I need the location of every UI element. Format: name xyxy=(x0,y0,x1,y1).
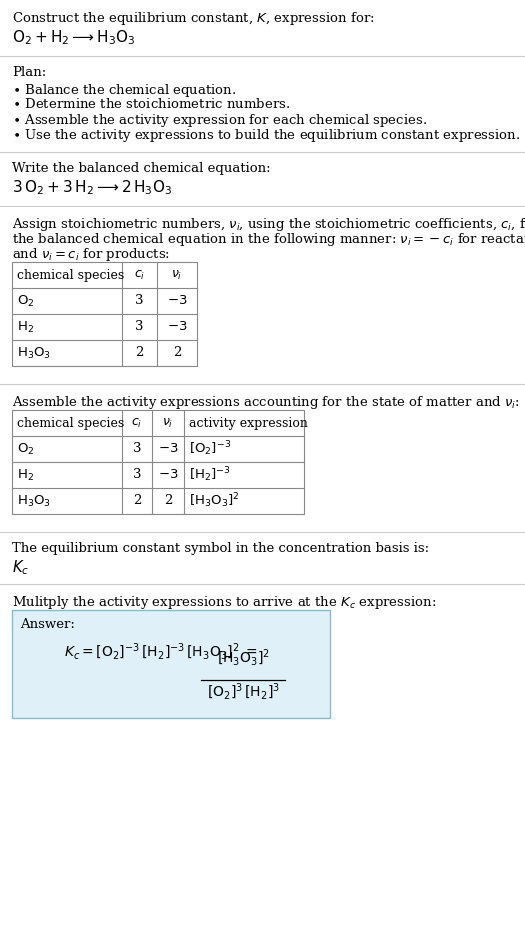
Text: activity expression: activity expression xyxy=(189,416,308,430)
Text: $K_c$: $K_c$ xyxy=(12,558,29,577)
Text: Answer:: Answer: xyxy=(20,618,75,631)
Text: $-3$: $-3$ xyxy=(158,443,179,456)
Text: $\mathrm{O_2}$: $\mathrm{O_2}$ xyxy=(17,294,35,309)
Text: $\mathrm{O_2}$: $\mathrm{O_2}$ xyxy=(17,442,35,457)
Text: $\nu_i$: $\nu_i$ xyxy=(171,268,183,281)
Text: $\bullet$ Determine the stoichiometric numbers.: $\bullet$ Determine the stoichiometric n… xyxy=(12,97,290,111)
Text: 3: 3 xyxy=(133,443,141,456)
Text: Write the balanced chemical equation:: Write the balanced chemical equation: xyxy=(12,162,270,175)
Text: $c_i$: $c_i$ xyxy=(131,416,143,430)
Text: 2: 2 xyxy=(135,346,144,360)
Bar xyxy=(12,610,330,718)
Bar xyxy=(12,262,197,366)
Text: 2: 2 xyxy=(173,346,181,360)
Text: $-3$: $-3$ xyxy=(167,295,187,308)
Text: Construct the equilibrium constant, $K$, expression for:: Construct the equilibrium constant, $K$,… xyxy=(12,10,375,27)
Text: $[\mathrm{H_3O_3}]^{2}$: $[\mathrm{H_3O_3}]^{2}$ xyxy=(216,648,269,668)
Text: 2: 2 xyxy=(133,495,141,508)
Text: $\mathrm{H_3O_3}$: $\mathrm{H_3O_3}$ xyxy=(17,494,51,509)
Text: $[\mathrm{O_2}]^{-3}$: $[\mathrm{O_2}]^{-3}$ xyxy=(189,440,231,459)
Text: $3\,\mathrm{O_2} + 3\,\mathrm{H_2} \longrightarrow 2\,\mathrm{H_3O_3}$: $3\,\mathrm{O_2} + 3\,\mathrm{H_2} \long… xyxy=(12,178,172,196)
Text: 3: 3 xyxy=(133,468,141,481)
Text: $\mathrm{H_2}$: $\mathrm{H_2}$ xyxy=(17,319,34,334)
Text: $-3$: $-3$ xyxy=(158,468,179,481)
Text: 3: 3 xyxy=(135,321,144,333)
Text: the balanced chemical equation in the following manner: $\nu_i = -c_i$ for react: the balanced chemical equation in the fo… xyxy=(12,231,525,248)
Text: $\nu_i$: $\nu_i$ xyxy=(162,416,174,430)
Text: Assign stoichiometric numbers, $\nu_i$, using the stoichiometric coefficients, $: Assign stoichiometric numbers, $\nu_i$, … xyxy=(12,216,525,233)
Text: 3: 3 xyxy=(135,295,144,308)
Text: $\bullet$ Assemble the activity expression for each chemical species.: $\bullet$ Assemble the activity expressi… xyxy=(12,112,427,129)
Text: $[\mathrm{H_2}]^{-3}$: $[\mathrm{H_2}]^{-3}$ xyxy=(189,465,230,484)
Text: and $\nu_i = c_i$ for products:: and $\nu_i = c_i$ for products: xyxy=(12,246,170,263)
Text: The equilibrium constant symbol in the concentration basis is:: The equilibrium constant symbol in the c… xyxy=(12,542,429,555)
Text: $[\mathrm{H_3O_3}]^{2}$: $[\mathrm{H_3O_3}]^{2}$ xyxy=(189,492,239,511)
Text: $c_i$: $c_i$ xyxy=(134,268,145,281)
Text: chemical species: chemical species xyxy=(17,416,124,430)
Text: $\mathrm{H_2}$: $\mathrm{H_2}$ xyxy=(17,467,34,482)
Text: $\bullet$ Use the activity expressions to build the equilibrium constant express: $\bullet$ Use the activity expressions t… xyxy=(12,127,520,144)
Text: $\mathrm{O_2 + H_2 \longrightarrow H_3O_3}$: $\mathrm{O_2 + H_2 \longrightarrow H_3O_… xyxy=(12,28,135,46)
Text: Mulitply the activity expressions to arrive at the $K_c$ expression:: Mulitply the activity expressions to arr… xyxy=(12,594,436,611)
Text: $-3$: $-3$ xyxy=(167,321,187,333)
Bar xyxy=(12,410,304,514)
Text: $\mathrm{H_3O_3}$: $\mathrm{H_3O_3}$ xyxy=(17,346,51,361)
Text: Plan:: Plan: xyxy=(12,66,46,79)
Text: 2: 2 xyxy=(164,495,172,508)
Text: $K_c = [\mathrm{O_2}]^{-3}\,[\mathrm{H_2}]^{-3}\,[\mathrm{H_3O_3}]^{2}\;=$: $K_c = [\mathrm{O_2}]^{-3}\,[\mathrm{H_2… xyxy=(64,642,258,662)
Text: Assemble the activity expressions accounting for the state of matter and $\nu_i$: Assemble the activity expressions accoun… xyxy=(12,394,520,411)
Text: chemical species: chemical species xyxy=(17,268,124,281)
Text: $[\mathrm{O_2}]^{3}\,[\mathrm{H_2}]^{3}$: $[\mathrm{O_2}]^{3}\,[\mathrm{H_2}]^{3}$ xyxy=(206,682,279,702)
Text: $\bullet$ Balance the chemical equation.: $\bullet$ Balance the chemical equation. xyxy=(12,82,236,99)
